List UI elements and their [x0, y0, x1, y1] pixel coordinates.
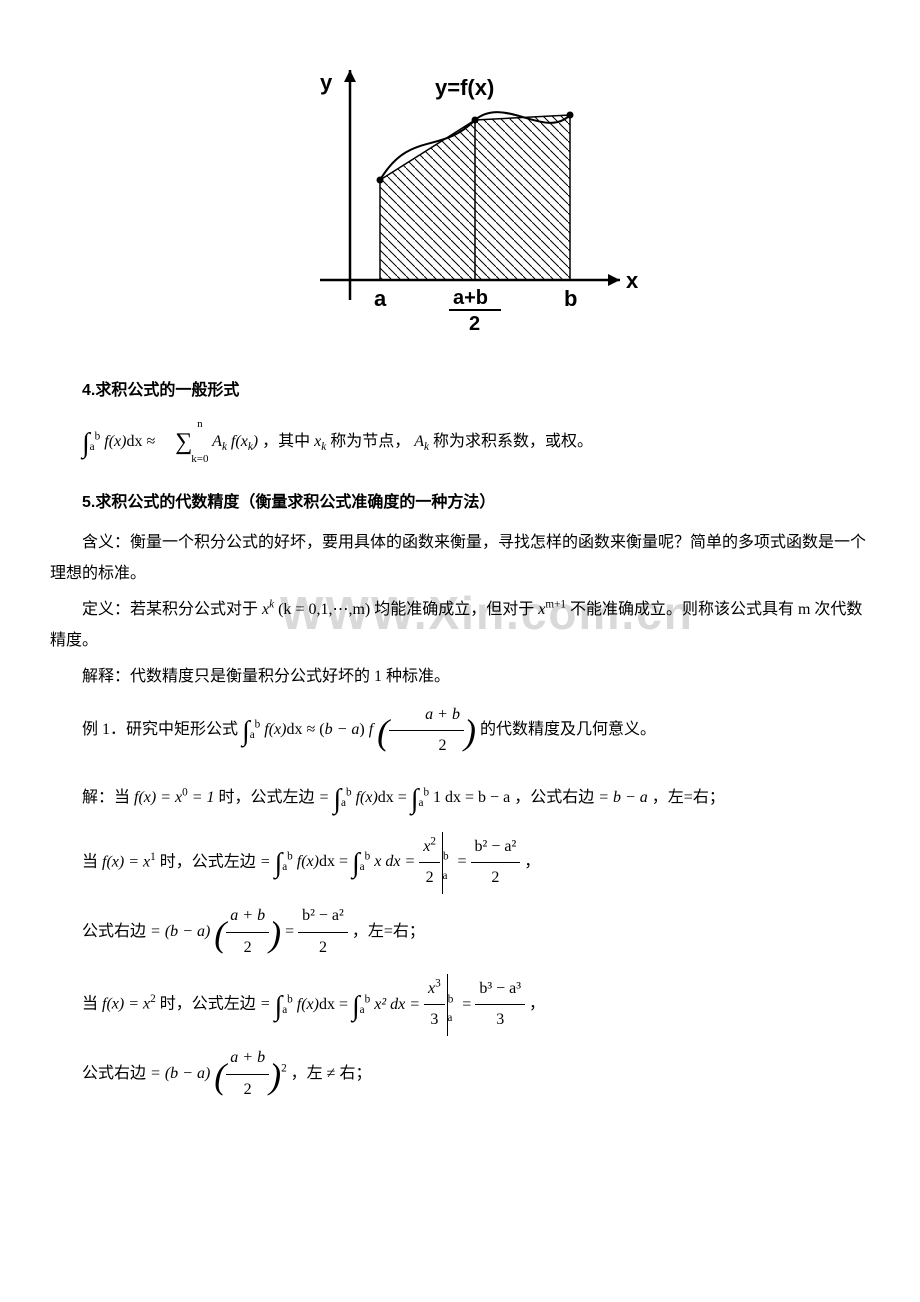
- Ak2-sub: k: [424, 441, 429, 453]
- sol-x2-right: 公式右边 = (b − a) (a + b2)2 ，左 ≠ 右；: [82, 1042, 870, 1110]
- p3: 3: [435, 978, 441, 990]
- one: 1: [433, 789, 441, 806]
- ov2: 2: [419, 863, 440, 893]
- fx2: f(x) = x: [102, 996, 150, 1013]
- Ak-sub: k: [222, 441, 227, 453]
- right0: ，公式右边: [514, 789, 594, 806]
- tail3: 称为求积系数，或权。: [433, 433, 593, 450]
- x: x: [114, 433, 121, 450]
- ov2b: 2: [471, 863, 521, 893]
- fx0: f(x) = x: [134, 789, 182, 806]
- svg-text:y=f(x): y=f(x): [435, 75, 494, 100]
- two1: 2: [226, 933, 269, 963]
- sum-lower: k=0: [159, 454, 208, 465]
- svg-text:a: a: [374, 286, 387, 311]
- sol-x0: 解：当 f(x) = x0 = 1 时，公式左边 = ∫ab f(x)dx = …: [50, 773, 870, 826]
- lr0: ，左=右；: [652, 789, 725, 806]
- heading-5: 5.求积公式的代数精度（衡量求积公式准确度的一种方法）: [50, 488, 870, 518]
- shi2: 时，公式左边: [160, 996, 256, 1013]
- dang2: 当: [82, 996, 98, 1013]
- comma1: ，: [524, 853, 540, 870]
- tail1: ，其中: [262, 433, 310, 450]
- k-range: (k = 0,1,⋯,m): [278, 601, 370, 618]
- integral-diagram: y x y=f(x) a b a+b 2: [280, 60, 640, 340]
- xdx: x dx =: [374, 853, 419, 870]
- xk2-sub: k: [321, 441, 326, 453]
- int-lower: a: [90, 441, 95, 453]
- integral-sign: ∫: [82, 428, 90, 459]
- ov3: 3: [424, 1005, 445, 1035]
- p2: 2: [430, 836, 436, 848]
- f: f: [104, 433, 108, 450]
- x2dx: x² dx =: [374, 996, 424, 1013]
- ba: = b − a: [594, 789, 648, 806]
- eq1r: = (b − a): [150, 923, 210, 940]
- b3a3: b³ − a³: [475, 974, 525, 1005]
- xk-sup: k: [269, 599, 274, 611]
- xm1-sup: m+1: [545, 599, 566, 611]
- svg-text:a+b: a+b: [453, 287, 488, 309]
- eq0: =: [319, 789, 334, 806]
- sol-x1-right: 公式右边 = (b − a) (a + b2) = b² − a²2 ，左=右；: [82, 900, 870, 968]
- def-a: 定义：若某积分公式对于: [82, 601, 258, 618]
- xk-sub: k: [248, 441, 253, 453]
- dang1: 当: [82, 853, 98, 870]
- sol-x1-left: 当 f(x) = x1 时，公式左边 = ∫ab f(x)dx = ∫ab x …: [82, 832, 870, 894]
- sol-label: 解：当: [82, 789, 130, 806]
- para-meaning: 含义：衡量一个积分公式的好坏，要用具体的函数来衡量，寻找怎样的函数来衡量呢？简单…: [50, 528, 870, 589]
- eq1l: =: [260, 853, 275, 870]
- shi1: 时，公式左边: [160, 853, 256, 870]
- ex1-mid: 的代数精度及几何意义。: [480, 721, 656, 738]
- heading-4: 4.求积公式的一般形式: [50, 376, 870, 406]
- lr1: ，左=右；: [352, 923, 425, 940]
- eq1-one: = 1: [188, 789, 215, 806]
- para-definition: 定义：若某积分公式对于 xk (k = 0,1,⋯,m) 均能准确成立，但对于 …: [50, 595, 870, 656]
- Ak: A: [212, 433, 222, 450]
- int-upper: b: [95, 430, 101, 442]
- dx-ba: dx = b − a: [445, 789, 510, 806]
- figure-container: y x y=f(x) a b a+b 2: [50, 60, 870, 351]
- svg-text:x: x: [626, 268, 639, 293]
- tail2: 称为节点，: [330, 433, 410, 450]
- def-b: 均能准确成立，但对于: [374, 601, 534, 618]
- resden1: 2: [298, 933, 348, 963]
- right2: 公式右边: [82, 1065, 146, 1082]
- fx1: f(x) = x: [102, 853, 150, 870]
- general-quadrature-formula: ∫ab f(x)dx ≈ n ∑ k=0 Ak f(xk) ，其中 xk 称为节…: [50, 417, 870, 470]
- sum-sign: ∑: [175, 429, 192, 455]
- b2a2: b² − a²: [471, 832, 521, 863]
- svg-text:b: b: [564, 286, 577, 311]
- pow2: 2: [150, 993, 156, 1005]
- shi0: 时，公式左边: [219, 789, 315, 806]
- ab1: a + b: [226, 901, 269, 932]
- ab2: a + b: [226, 1043, 269, 1074]
- pow1: 1: [150, 851, 156, 863]
- f2: f: [231, 433, 235, 450]
- xk: x: [241, 433, 248, 450]
- svg-text:2: 2: [469, 313, 480, 335]
- Ak2: A: [414, 433, 424, 450]
- example-1: 例 1．研究中矩形公式 ∫ab f(x)dx ≈ (b − a) f (a + …: [50, 698, 870, 766]
- eq2r: = (b − a): [150, 1065, 210, 1082]
- ov3b: 3: [475, 1005, 525, 1035]
- ex1-label: 例 1．研究中矩形公式: [82, 721, 238, 738]
- svg-text:y: y: [320, 70, 333, 95]
- sq: 2: [281, 1063, 287, 1075]
- eq2l: =: [260, 996, 275, 1013]
- right1: 公式右边: [82, 923, 146, 940]
- lr2: ，左 ≠ 右；: [291, 1065, 372, 1082]
- para-explain: 解释：代数精度只是衡量积分公式好坏的 1 种标准。: [50, 662, 870, 692]
- ex1-int: ∫: [242, 716, 250, 747]
- sol-x2-left: 当 f(x) = x2 时，公式左边 = ∫ab f(x)dx = ∫ab x²…: [82, 974, 870, 1036]
- comma2: ，: [529, 996, 545, 1013]
- dx-approx: dx ≈: [126, 433, 155, 450]
- resnum1: b² − a²: [298, 901, 348, 932]
- two2: 2: [226, 1075, 269, 1105]
